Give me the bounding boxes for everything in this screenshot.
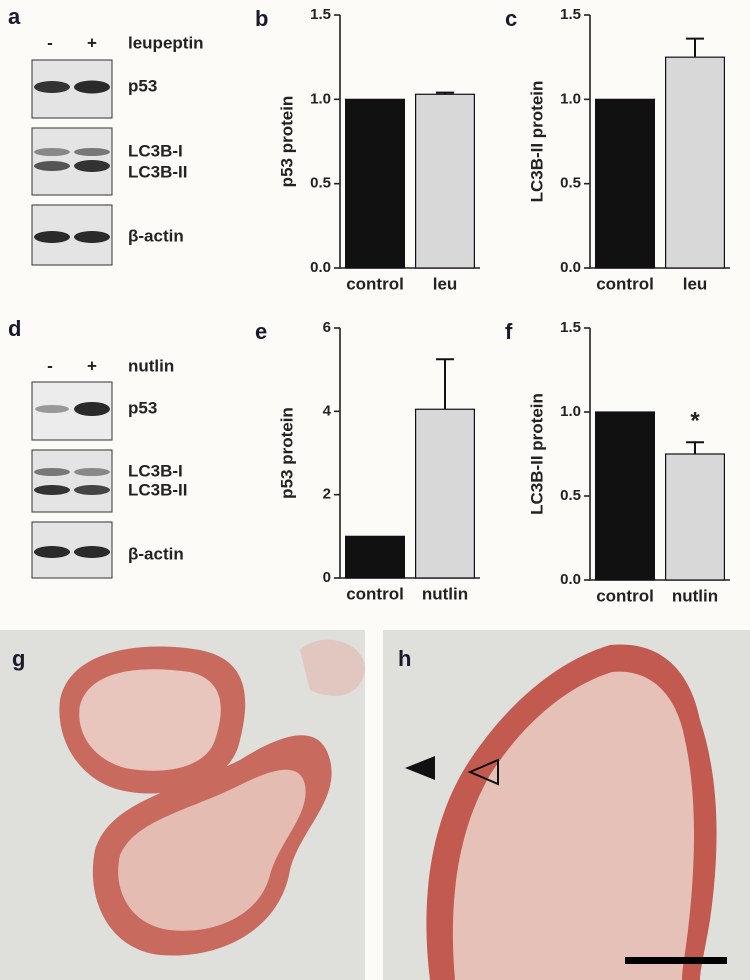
lane-label: - xyxy=(47,356,53,375)
lane-label: - xyxy=(47,33,53,52)
panel-label: h xyxy=(398,646,411,671)
band-label: LC3B-II xyxy=(128,480,188,499)
band xyxy=(74,231,110,243)
bar xyxy=(345,535,406,579)
treatment-label: nutlin xyxy=(128,356,174,375)
arrowhead-open xyxy=(467,758,499,786)
band-label: LC3B-I xyxy=(128,141,183,160)
band xyxy=(34,485,70,495)
arrowhead xyxy=(405,756,435,780)
error-bar xyxy=(436,91,454,95)
bar xyxy=(664,453,725,581)
band xyxy=(74,546,110,558)
band xyxy=(34,81,70,93)
panel-label: a xyxy=(8,4,21,29)
micrograph: h xyxy=(383,630,750,980)
lane-label: + xyxy=(87,33,97,52)
y-tick-label: 0.0 xyxy=(560,571,581,588)
error-bar xyxy=(436,358,454,410)
y-axis-label: p53 protein xyxy=(277,407,296,499)
x-tick-label: leu xyxy=(433,274,458,293)
y-tick-label: 6 xyxy=(323,319,331,336)
y-tick-label: 1.0 xyxy=(310,90,331,107)
y-tick-label: 0.5 xyxy=(560,487,581,504)
y-tick-label: 1.0 xyxy=(560,403,581,420)
blot-panel: a - + leupeptin p53 LC3B-I LC3B-II β-act… xyxy=(8,4,204,266)
band-label: β-actin xyxy=(128,544,184,563)
y-tick-label: 0 xyxy=(323,569,331,586)
band-label: p53 xyxy=(128,398,157,417)
y-axis-label: LC3B-II protein xyxy=(527,81,546,203)
x-tick-label: control xyxy=(346,274,404,293)
band xyxy=(74,468,110,476)
y-axis-label: p53 protein xyxy=(277,96,296,188)
bar xyxy=(345,98,406,269)
panel-label: b xyxy=(255,6,268,31)
band-label: LC3B-I xyxy=(128,461,183,480)
micrograph: g xyxy=(0,630,365,980)
y-tick-label: 0.0 xyxy=(560,259,581,276)
error-bar xyxy=(686,37,704,58)
band xyxy=(74,80,110,94)
panel-label: e xyxy=(255,319,267,344)
y-tick-label: 1.5 xyxy=(560,319,581,336)
blot-box xyxy=(31,449,113,513)
tissue-core xyxy=(79,669,221,771)
band-label: β-actin xyxy=(128,226,184,245)
x-tick-label: nutlin xyxy=(422,584,468,603)
bar xyxy=(664,56,725,269)
band xyxy=(34,546,70,558)
bar xyxy=(594,411,655,581)
x-tick-label: control xyxy=(596,586,654,605)
y-tick-label: 0.5 xyxy=(560,175,581,192)
band xyxy=(74,402,110,416)
y-tick-label: 2 xyxy=(323,486,331,503)
tissue-core xyxy=(118,769,306,931)
treatment-label: leupeptin xyxy=(128,33,204,52)
error-bar xyxy=(686,441,704,454)
blot-panel: d - + nutlin p53 LC3B-I LC3B-II β-actin xyxy=(8,316,188,579)
band xyxy=(74,160,110,172)
band xyxy=(74,485,110,495)
band xyxy=(34,231,70,243)
band xyxy=(34,148,70,156)
y-tick-label: 0.5 xyxy=(310,175,331,192)
panel-label: c xyxy=(505,6,517,31)
y-tick-label: 0.0 xyxy=(310,259,331,276)
panel-label: f xyxy=(505,319,513,344)
y-axis-label: LC3B-II protein xyxy=(527,393,546,515)
band xyxy=(35,405,69,413)
x-tick-label: nutlin xyxy=(672,586,718,605)
tissue xyxy=(300,639,365,696)
panel-label: g xyxy=(12,646,25,671)
band-label: LC3B-II xyxy=(128,162,188,181)
bar xyxy=(415,408,476,579)
x-tick-label: control xyxy=(346,584,404,603)
tissue-core xyxy=(452,671,694,980)
band xyxy=(34,468,70,476)
band-label: p53 xyxy=(128,76,157,95)
y-tick-label: 1.5 xyxy=(560,6,581,23)
band xyxy=(74,148,110,156)
lane-label: + xyxy=(87,356,97,375)
band xyxy=(34,161,70,171)
panel-label: d xyxy=(8,316,21,341)
x-tick-label: control xyxy=(596,274,654,293)
scale-bar xyxy=(625,957,727,964)
bar xyxy=(594,98,655,269)
y-tick-label: 4 xyxy=(323,402,332,419)
significance-label: * xyxy=(690,408,700,435)
y-tick-label: 1.5 xyxy=(310,6,331,23)
y-tick-label: 1.0 xyxy=(560,90,581,107)
bar xyxy=(415,93,476,269)
x-tick-label: leu xyxy=(683,274,708,293)
